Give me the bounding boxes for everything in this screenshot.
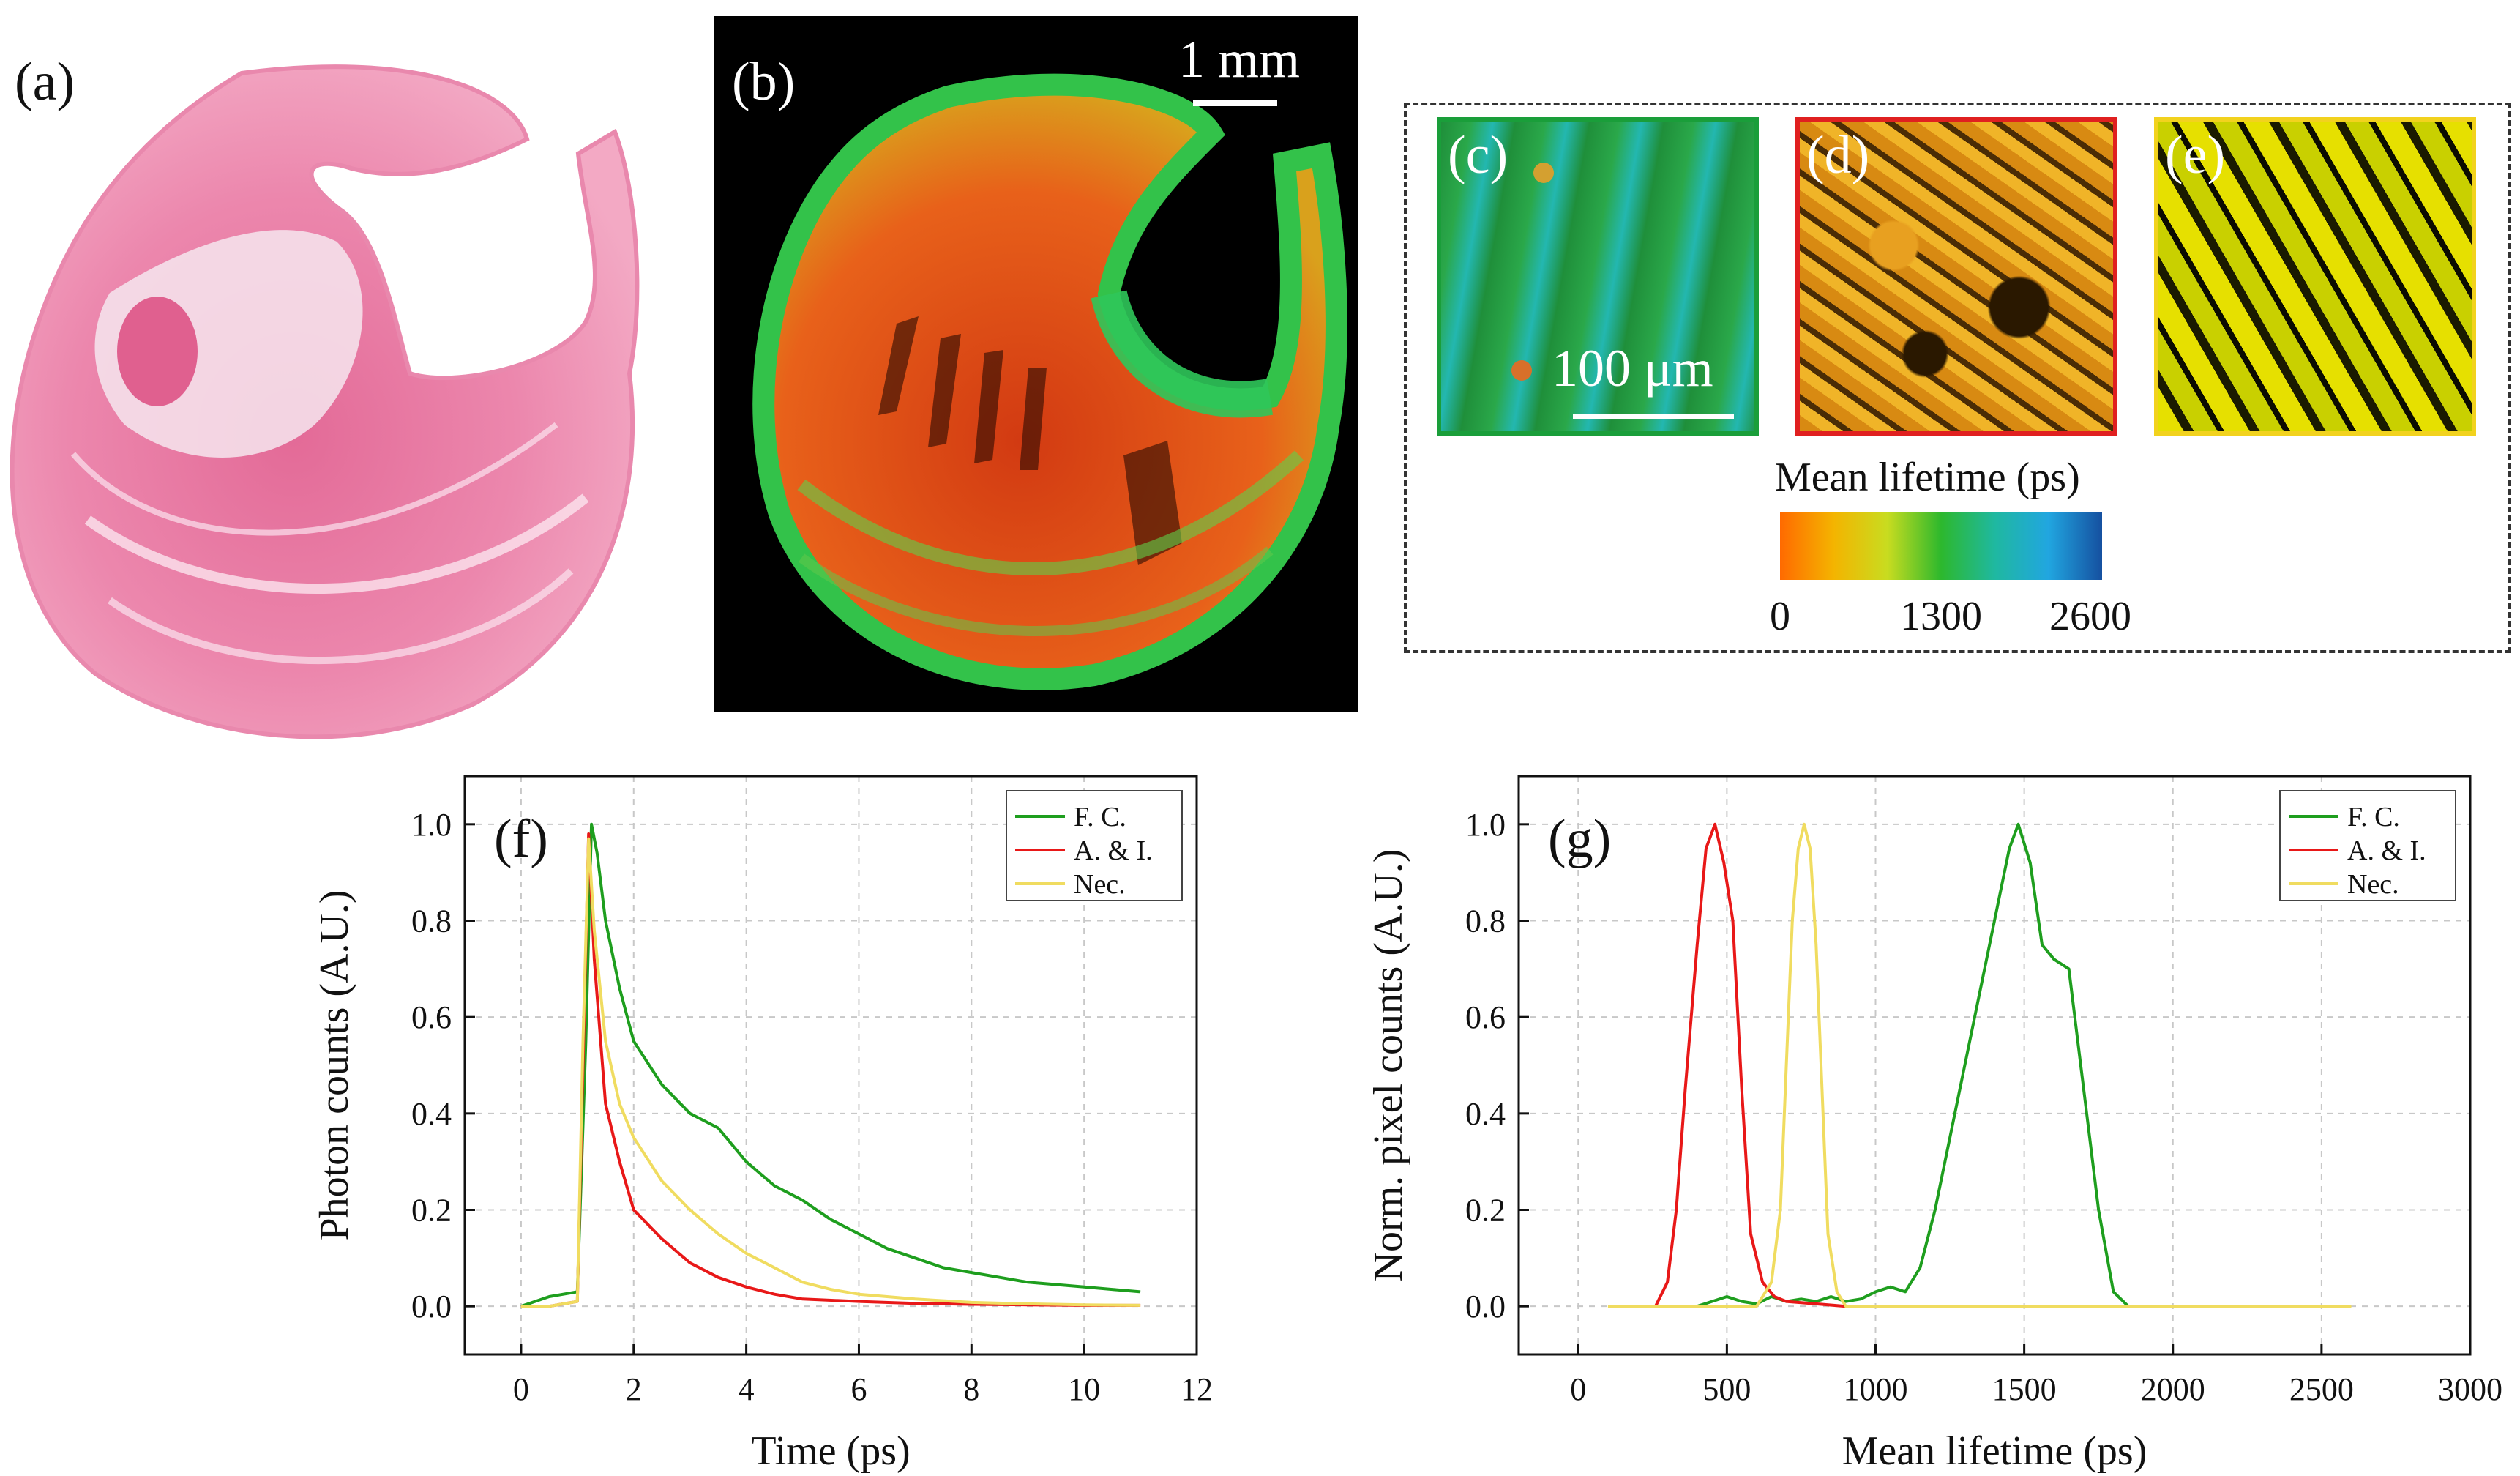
legend-label-0: F. C. — [1074, 802, 1126, 832]
y-axis-label: Photon counts (A.U.) — [312, 890, 357, 1240]
inset-box — [1404, 102, 2511, 653]
panel-label-d: (d) — [1806, 125, 1870, 185]
x-tick-label-4: 2000 — [2141, 1371, 2205, 1407]
panel-label-b: (b) — [732, 52, 796, 112]
y-tick-label-3: 0.6 — [411, 999, 452, 1035]
x-axis-label: Mean lifetime (ps) — [1842, 1428, 2147, 1474]
y-tick-label-2: 0.4 — [411, 1096, 452, 1132]
scalebar-b-label: 1 mm — [1178, 30, 1301, 89]
legend-label-0: F. C. — [2347, 802, 2400, 832]
y-tick-label-4: 0.8 — [1465, 903, 1506, 939]
legend-label-2: Nec. — [2347, 869, 2399, 900]
panel-a-image — [0, 44, 673, 754]
x-tick-label-3: 1500 — [1992, 1371, 2057, 1407]
y-tick-label-1: 0.2 — [411, 1193, 452, 1229]
y-tick-label-4: 0.8 — [411, 903, 452, 939]
chart-f: 0 2 4 6 8 10 12 0.0 0.2 0.4 0.6 0.8 1.0 Time (ps) Phot… — [312, 775, 1213, 1474]
series-line-0 — [520, 822, 1141, 1308]
tile-c — [1437, 117, 1759, 436]
panel-label-e: (e) — [2165, 125, 2226, 185]
plot-frame — [463, 775, 1198, 1356]
y-tick-label-5: 1.0 — [411, 807, 452, 843]
y-tick-label-3: 0.6 — [1465, 999, 1506, 1035]
x-tick-label-5: 10 — [1068, 1371, 1100, 1407]
colorbar-tick-0: 0 — [1770, 594, 1790, 639]
series-line-2 — [1607, 822, 2352, 1308]
series-line-1 — [520, 832, 1141, 1308]
panel-b-image — [714, 16, 1358, 712]
scalebar-c-line — [1573, 414, 1734, 419]
x-tick-label-5: 2500 — [2289, 1371, 2354, 1407]
x-tick-label-2: 1000 — [1844, 1371, 1908, 1407]
tile-e — [2154, 117, 2476, 436]
scalebar-c-label: 100 μm — [1552, 339, 1713, 398]
x-tick-label-1: 2 — [626, 1371, 642, 1407]
colorbar-tick-2600: 2600 — [2049, 594, 2131, 639]
x-axis-label: Time (ps) — [751, 1428, 910, 1474]
y-tick-label-1: 0.2 — [1465, 1193, 1506, 1229]
tile-d — [1795, 117, 2117, 436]
panel-label-c: (c) — [1448, 125, 1508, 185]
scalebar-b-line — [1193, 100, 1277, 106]
tile-c-illustration — [1511, 163, 1734, 419]
x-tick-label-6: 12 — [1181, 1371, 1213, 1407]
y-tick-label-2: 0.4 — [1465, 1096, 1506, 1132]
legend-label-1: A. & I. — [1074, 835, 1153, 866]
x-tick-label-4: 8 — [963, 1371, 979, 1407]
series-line-2 — [520, 837, 1141, 1308]
x-tick-label-0: 0 — [513, 1371, 529, 1407]
x-tick-label-0: 0 — [1570, 1371, 1586, 1407]
plot-frame — [1517, 775, 2472, 1356]
colorbar-tick-1300: 1300 — [1900, 594, 1982, 639]
legend-label-1: A. & I. — [2347, 835, 2426, 866]
series-line-1 — [1637, 822, 1876, 1308]
panel-label-a: (a) — [15, 52, 75, 112]
legend-label-2: Nec. — [1074, 869, 1126, 900]
x-tick-label-6: 3000 — [2438, 1371, 2502, 1407]
series-line-0 — [1697, 822, 2144, 1308]
panel-label-chart: (f) — [494, 809, 548, 869]
y-tick-label-0: 0.0 — [1465, 1289, 1506, 1324]
he-section-illustration — [10, 64, 640, 739]
flim-section-illustration — [752, 73, 1347, 690]
colorbar-title: Mean lifetime (ps) — [1775, 455, 2080, 500]
colorbar-bar — [1780, 512, 2102, 580]
y-tick-label-0: 0.0 — [411, 1289, 452, 1324]
x-tick-label-1: 500 — [1702, 1371, 1751, 1407]
x-tick-label-3: 6 — [850, 1371, 867, 1407]
y-axis-label: Norm. pixel counts (A.U.) — [1366, 849, 1411, 1281]
panel-label-chart: (g) — [1548, 809, 1611, 869]
chart-g: 0 500 1000 1500 2000 2500 3000 0.0 0.2 0.4 0.6 0.8 1… — [1366, 775, 2502, 1474]
y-tick-label-5: 1.0 — [1465, 807, 1506, 843]
x-tick-label-2: 4 — [739, 1371, 755, 1407]
